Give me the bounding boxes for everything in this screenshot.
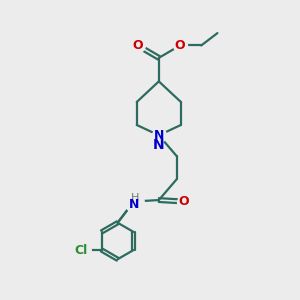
Text: N: N [154, 129, 164, 142]
Text: H: H [131, 193, 140, 203]
Text: Cl: Cl [75, 244, 88, 256]
Text: N: N [129, 198, 139, 211]
Text: O: O [175, 39, 185, 52]
Text: O: O [132, 39, 143, 52]
Text: N: N [153, 138, 165, 152]
Text: O: O [178, 195, 189, 208]
